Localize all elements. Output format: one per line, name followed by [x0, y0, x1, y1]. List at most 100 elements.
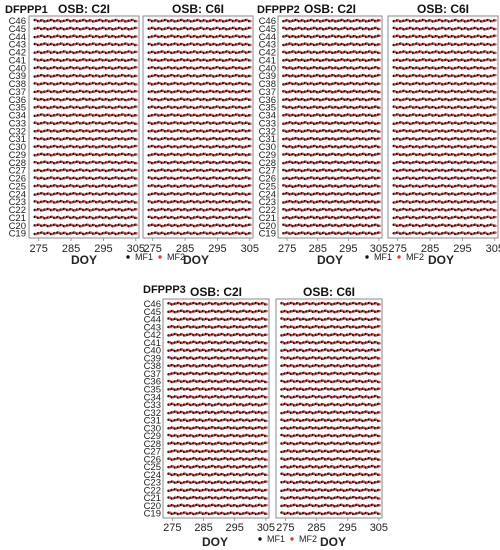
point-mf2: [64, 113, 67, 117]
point-mf2: [119, 26, 122, 30]
point-mf2: [89, 19, 93, 22]
point-mf2: [249, 192, 252, 196]
point-mf2: [122, 34, 125, 38]
point-mf2: [378, 58, 381, 61]
point-mf2: [249, 98, 252, 102]
point-mf2: [47, 50, 51, 53]
point-mf2: [57, 97, 61, 101]
point-mf2: [80, 113, 83, 117]
point-mf2: [102, 66, 106, 69]
point-mf2: [73, 73, 77, 77]
point-mf2: [51, 18, 54, 22]
point-mf2: [135, 144, 138, 148]
point-mf2: [109, 105, 112, 109]
point-mf2: [135, 89, 138, 93]
point-mf2: [70, 50, 74, 54]
sat-row-c46: [33, 18, 138, 23]
point-mf2: [38, 105, 41, 108]
panel-title: OSB: C2I: [58, 2, 110, 16]
point-mf2: [135, 184, 138, 187]
point-mf2: [80, 74, 83, 77]
point-mf2: [67, 97, 70, 100]
point-mf2: [135, 192, 138, 196]
point-mf2: [64, 34, 67, 38]
point-mf2: [54, 105, 57, 108]
point-mf2: [378, 113, 381, 116]
point-mf2: [96, 89, 99, 93]
point-mf2: [60, 66, 64, 69]
point-mf2: [131, 58, 135, 61]
panel-title: OSB: C2I: [304, 2, 356, 16]
point-mf2: [34, 42, 38, 46]
point-mf2: [57, 73, 61, 77]
point-mf2: [122, 73, 125, 77]
point-mf2: [115, 18, 119, 22]
point-mf2: [51, 82, 54, 85]
point-mf2: [115, 97, 119, 100]
point-mf2: [249, 208, 252, 211]
sat-row-c44: [33, 34, 138, 39]
point-mf2: [89, 97, 93, 101]
point-mf2: [102, 26, 106, 30]
point-mf2: [128, 74, 132, 77]
sat-row-c35: [33, 105, 138, 110]
point-mf2: [38, 66, 41, 69]
point-mf2: [119, 66, 122, 69]
point-mf2: [76, 81, 80, 85]
point-mf2: [60, 81, 64, 85]
point-mf2: [135, 137, 138, 141]
point-mf2: [102, 50, 106, 54]
point-mf2: [80, 89, 83, 93]
sat-row-c36: [33, 97, 138, 102]
point-mf2: [89, 58, 93, 61]
point-mf2: [70, 89, 74, 93]
point-mf2: [378, 51, 381, 55]
point-mf2: [86, 89, 90, 93]
point-mf2: [135, 177, 138, 180]
point-mf2: [106, 19, 109, 22]
sat-row-c42: [33, 50, 138, 55]
legend-label-mf2: MF2: [167, 252, 185, 262]
point-mf2: [128, 89, 132, 93]
point-mf2: [115, 58, 119, 61]
point-mf2: [249, 129, 252, 132]
point-mf2: [135, 83, 138, 86]
point-mf2: [93, 105, 96, 109]
point-mf2: [76, 66, 80, 69]
point-mf2: [135, 168, 138, 172]
point-mf2: [131, 97, 135, 100]
point-mf2: [70, 26, 74, 30]
point-mf2: [51, 58, 54, 61]
point-mf2: [89, 113, 93, 116]
point-mf2: [47, 74, 51, 77]
legend-label-mf1: MF1: [135, 252, 153, 262]
point-mf2: [99, 58, 103, 61]
point-mf2: [249, 105, 252, 108]
point-mf2: [83, 58, 86, 61]
point-mf2: [125, 26, 129, 30]
point-mf2: [131, 42, 135, 46]
point-mf2: [249, 223, 252, 226]
point-mf2: [109, 81, 112, 85]
point-mf2: [41, 73, 44, 77]
point-mf2: [83, 82, 86, 85]
point-mf2: [60, 42, 64, 45]
point-mf2: [76, 26, 80, 30]
point-mf2: [135, 26, 138, 30]
point-mf2: [378, 27, 381, 31]
point-mf2: [47, 34, 51, 38]
point-mf2: [34, 58, 38, 61]
point-mf2: [135, 113, 138, 117]
x-axis-label: DOY: [71, 253, 97, 267]
point-mf2: [86, 50, 90, 54]
sat-row-c38: [33, 81, 138, 86]
point-mf2: [54, 66, 57, 69]
point-mf2: [125, 66, 129, 69]
point-mf2: [44, 105, 48, 109]
station-label: DFPPP1: [5, 4, 48, 16]
point-mf2: [135, 153, 138, 156]
